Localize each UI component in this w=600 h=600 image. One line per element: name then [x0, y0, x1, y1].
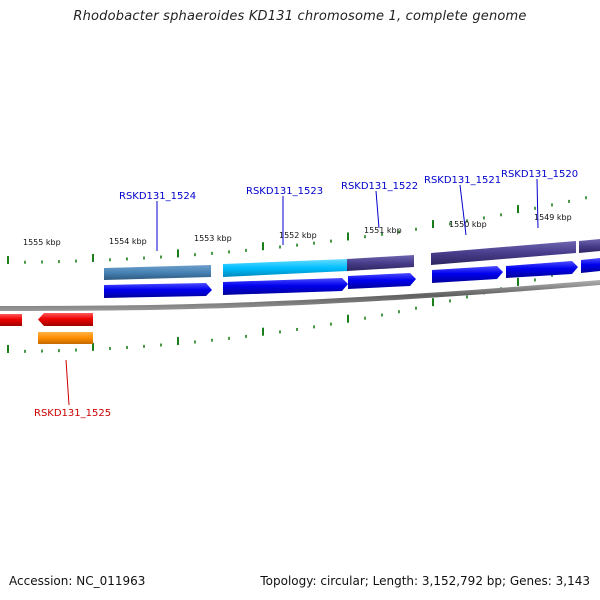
cds-arrow-rskd131-1521[interactable]: [432, 266, 503, 283]
leader-rskd131-1525: [65, 359, 70, 406]
cds-plus-track: [104, 258, 600, 298]
cog-bar-rskd131-1524[interactable]: [104, 265, 211, 280]
scale-label-1551: 1551 kbp: [364, 226, 402, 235]
cds-arrow-rskd131-1523[interactable]: [223, 278, 348, 295]
cog-bar-rskd131-1522[interactable]: [347, 255, 414, 271]
gene-label-leaders: [65, 178, 539, 406]
cog-track: [104, 239, 600, 280]
cds-arrow-rskd131-1520[interactable]: [506, 261, 578, 278]
scale-label-1549: 1549 kbp: [534, 213, 572, 222]
map-title: Rhodobacter sphaeroides KD131 chromosome…: [73, 9, 527, 24]
cds-arrow-minus-edge[interactable]: [0, 314, 22, 326]
scale-label-1550: 1550 kbp: [449, 220, 487, 229]
gene-label-rskd131-1522[interactable]: RSKD131_1522: [341, 181, 418, 192]
leader-rskd131-1520: [536, 178, 539, 229]
cds-arrow-rskd131-1524[interactable]: [104, 283, 212, 298]
gene-labels: RSKD131_1524 RSKD131_1523 RSKD131_1522 R…: [34, 169, 578, 419]
cds-minus-track: [0, 313, 93, 344]
outer-tick-ruler: [7, 196, 587, 264]
leader-rskd131-1521: [459, 184, 467, 236]
cog-bar-rskd131-1521[interactable]: [431, 241, 576, 265]
scale-labels: 1555 kbp 1554 kbp 1553 kbp 1552 kbp 1551…: [23, 213, 572, 247]
gene-label-rskd131-1525[interactable]: RSKD131_1525: [34, 408, 111, 419]
cog-bar-rskd131-1523[interactable]: [223, 259, 347, 277]
scale-label-1553: 1553 kbp: [194, 234, 232, 243]
cds-arrow-next[interactable]: [581, 258, 600, 273]
gene-bar-rskd131-1525[interactable]: [38, 332, 93, 344]
cds-arrow-rskd131-1522[interactable]: [348, 273, 416, 289]
accession-text: Accession: NC_011963: [9, 574, 146, 588]
leader-rskd131-1522: [375, 190, 380, 229]
gene-label-rskd131-1521[interactable]: RSKD131_1521: [424, 175, 501, 186]
gene-label-rskd131-1524[interactable]: RSKD131_1524: [119, 191, 196, 202]
scale-label-1554: 1554 kbp: [109, 237, 147, 246]
cds-arrow-rskd131-1525[interactable]: [38, 313, 93, 326]
cog-bar-rskd131-1520[interactable]: [579, 239, 600, 253]
scale-label-1552: 1552 kbp: [279, 231, 317, 240]
gene-label-rskd131-1523[interactable]: RSKD131_1523: [246, 186, 323, 197]
scale-label-1555: 1555 kbp: [23, 238, 61, 247]
genome-summary-text: Topology: circular; Length: 3,152,792 bp…: [260, 574, 590, 588]
genome-backbone: [0, 280, 600, 311]
gene-label-rskd131-1520[interactable]: RSKD131_1520: [501, 169, 578, 180]
